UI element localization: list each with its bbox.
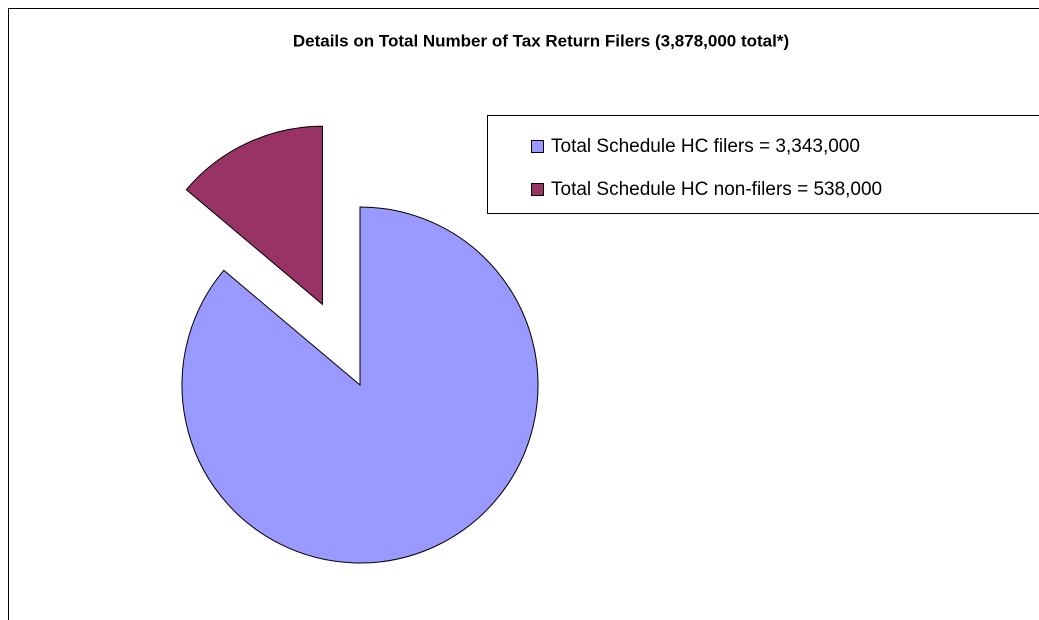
legend-label: Total Schedule HC non-filers = 538,000 xyxy=(551,179,882,200)
pie-slice xyxy=(181,206,539,564)
legend-swatch xyxy=(531,140,544,153)
legend-label: Total Schedule HC filers = 3,343,000 xyxy=(551,136,860,157)
pie-slice xyxy=(185,125,323,306)
chart-title: Details on Total Number of Tax Return Fi… xyxy=(293,31,789,50)
legend-swatch xyxy=(531,183,544,196)
legend-box xyxy=(487,115,1039,214)
